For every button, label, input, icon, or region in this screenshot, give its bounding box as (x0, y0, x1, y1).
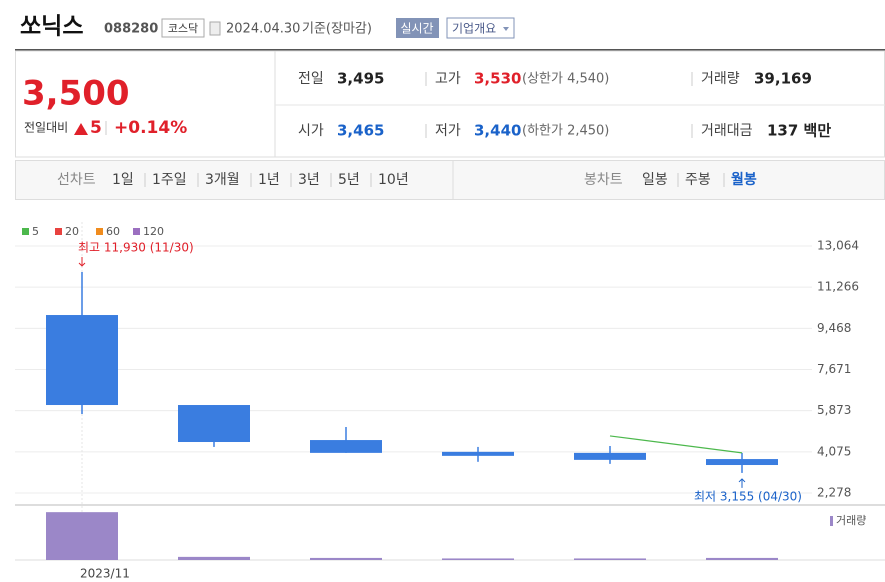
line-chart-label: 선차트 (57, 172, 96, 188)
tab-items: 1일 1주일 3개월 1년 3년 5년 10년 일봉 주봉 월봉 (112, 171, 757, 188)
y-tick-label: 4,075 (817, 444, 851, 458)
detail-value: 3,440 (474, 122, 521, 140)
legend-label: 60 (106, 225, 120, 238)
detail-value: 137 백만 (767, 122, 831, 140)
period-tab[interactable]: 월봉 (731, 171, 757, 188)
period-tab[interactable]: 주봉 (685, 172, 711, 188)
period-tab[interactable]: 10년 (378, 172, 409, 188)
low-arrow (738, 478, 746, 488)
period-tab[interactable]: 3개월 (205, 172, 240, 188)
detail-note: (하한가 2,450) (522, 124, 609, 139)
volume-swatch (830, 516, 833, 526)
y-tick-label: 7,671 (817, 362, 851, 376)
doc-icon (209, 21, 221, 36)
low-annotation: 최저 3,155 (04/30) (694, 489, 802, 503)
candle-body (442, 451, 514, 456)
company-label[interactable]: 기업개요 (452, 22, 496, 36)
legend-label: 120 (143, 225, 164, 238)
market: 코스닥 (168, 22, 198, 35)
detail-label: 거래대금 (701, 123, 753, 139)
candle-body (46, 315, 118, 406)
volume-bar (574, 558, 646, 560)
y-tick-label: 9,468 (817, 321, 851, 335)
detail-value: 3,495 (337, 70, 384, 88)
y-tick-label: 13,064 (817, 239, 859, 253)
period-tab[interactable]: 일봉 (642, 172, 668, 188)
detail-value: 39,169 (754, 70, 812, 88)
detail-label: 전일 (298, 71, 324, 87)
legend-swatch (133, 228, 140, 235)
y-tick-label: 11,266 (817, 280, 859, 294)
price: 3,500 (22, 74, 130, 114)
stock-code: 088280 (104, 22, 158, 37)
high-arrow (78, 256, 86, 267)
up-arrow (74, 123, 88, 135)
date: 2024.04.30 (226, 22, 300, 37)
ma-line (609, 435, 743, 454)
period-tab[interactable]: 1주일 (152, 172, 187, 188)
volume-bar (46, 512, 118, 560)
volume-label: 거래량 (836, 514, 866, 527)
dropdown-caret (503, 27, 509, 31)
legend-swatch (22, 228, 29, 235)
realtime-label[interactable]: 실시간 (400, 22, 433, 36)
x-tick-label: 2023/11 (80, 567, 130, 581)
stock-name: 쏘닉스 (20, 14, 83, 40)
candle-chart-label: 봉차트 (584, 172, 623, 188)
detail-value: 3,465 (337, 122, 384, 140)
period-tab[interactable]: 3년 (298, 172, 320, 188)
y-tick-label: 5,873 (817, 403, 851, 417)
change: 5 (90, 118, 102, 138)
company-button[interactable] (446, 17, 515, 39)
candle-body (178, 405, 250, 443)
candle-body (310, 440, 382, 453)
detail-label: 저가 (435, 123, 461, 139)
realtime-button[interactable] (396, 18, 439, 38)
detail-label: 거래량 (701, 71, 740, 87)
volume-bar (178, 556, 250, 560)
market-badge (161, 18, 205, 38)
period-tab[interactable]: 5년 (338, 172, 360, 188)
volume-bar (310, 557, 382, 560)
legend-label: 20 (65, 225, 79, 238)
basis: 기준(장마감) (302, 22, 372, 37)
volume-bar (442, 558, 514, 560)
change-label: 전일대비 (24, 121, 68, 135)
volume-bar (706, 557, 778, 560)
period-tab[interactable]: 1일 (112, 172, 134, 188)
detail-note: (상한가 4,540) (522, 72, 609, 87)
detail-value: 3,530 (474, 70, 521, 88)
legend-label: 5 (32, 225, 39, 238)
quote-box (15, 50, 885, 158)
detail-label: 시가 (298, 123, 324, 139)
y-tick-label: 2,278 (817, 486, 851, 500)
legend-swatch (55, 228, 62, 235)
legend-swatch (96, 228, 103, 235)
change-pct: +0.14% (114, 118, 187, 138)
period-tab[interactable]: 1년 (258, 172, 280, 188)
candle-body (706, 459, 778, 466)
chart: 2,278 4,075 5,873 7,671 9,468 11,266 13,064 5 20… (15, 222, 885, 581)
candle-body (574, 452, 646, 460)
high-annotation: 최고 11,930 (11/30) (78, 240, 194, 254)
detail-label: 고가 (435, 71, 461, 87)
